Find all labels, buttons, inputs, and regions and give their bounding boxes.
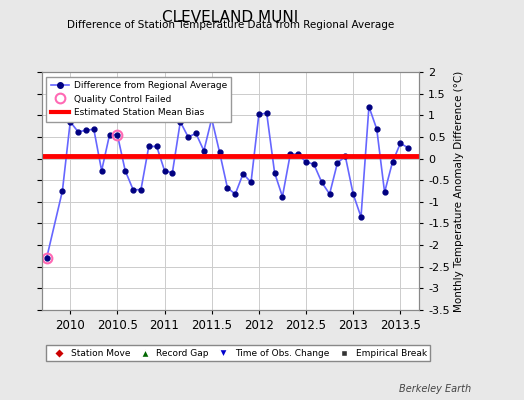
Legend: Difference from Regional Average, Quality Control Failed, Estimated Station Mean: Difference from Regional Average, Qualit… <box>47 76 231 122</box>
Text: Difference of Station Temperature Data from Regional Average: Difference of Station Temperature Data f… <box>67 20 394 30</box>
Text: Berkeley Earth: Berkeley Earth <box>399 384 472 394</box>
Y-axis label: Monthly Temperature Anomaly Difference (°C): Monthly Temperature Anomaly Difference (… <box>454 70 464 312</box>
Legend: Station Move, Record Gap, Time of Obs. Change, Empirical Break: Station Move, Record Gap, Time of Obs. C… <box>47 345 430 362</box>
Text: CLEVELAND MUNI: CLEVELAND MUNI <box>162 10 299 25</box>
